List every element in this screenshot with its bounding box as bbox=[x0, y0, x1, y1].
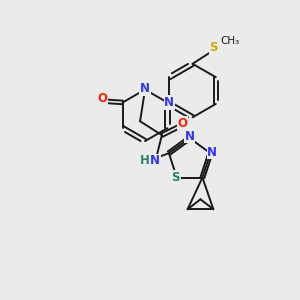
Text: S: S bbox=[209, 41, 218, 55]
Text: O: O bbox=[178, 117, 188, 130]
Text: O: O bbox=[97, 92, 107, 105]
Text: N: N bbox=[150, 154, 160, 167]
Text: N: N bbox=[140, 82, 150, 95]
Text: H: H bbox=[140, 154, 150, 167]
Text: N: N bbox=[184, 130, 195, 142]
Text: N: N bbox=[207, 146, 217, 159]
Text: CH₃: CH₃ bbox=[220, 36, 240, 46]
Text: N: N bbox=[164, 96, 174, 109]
Text: S: S bbox=[172, 171, 180, 184]
